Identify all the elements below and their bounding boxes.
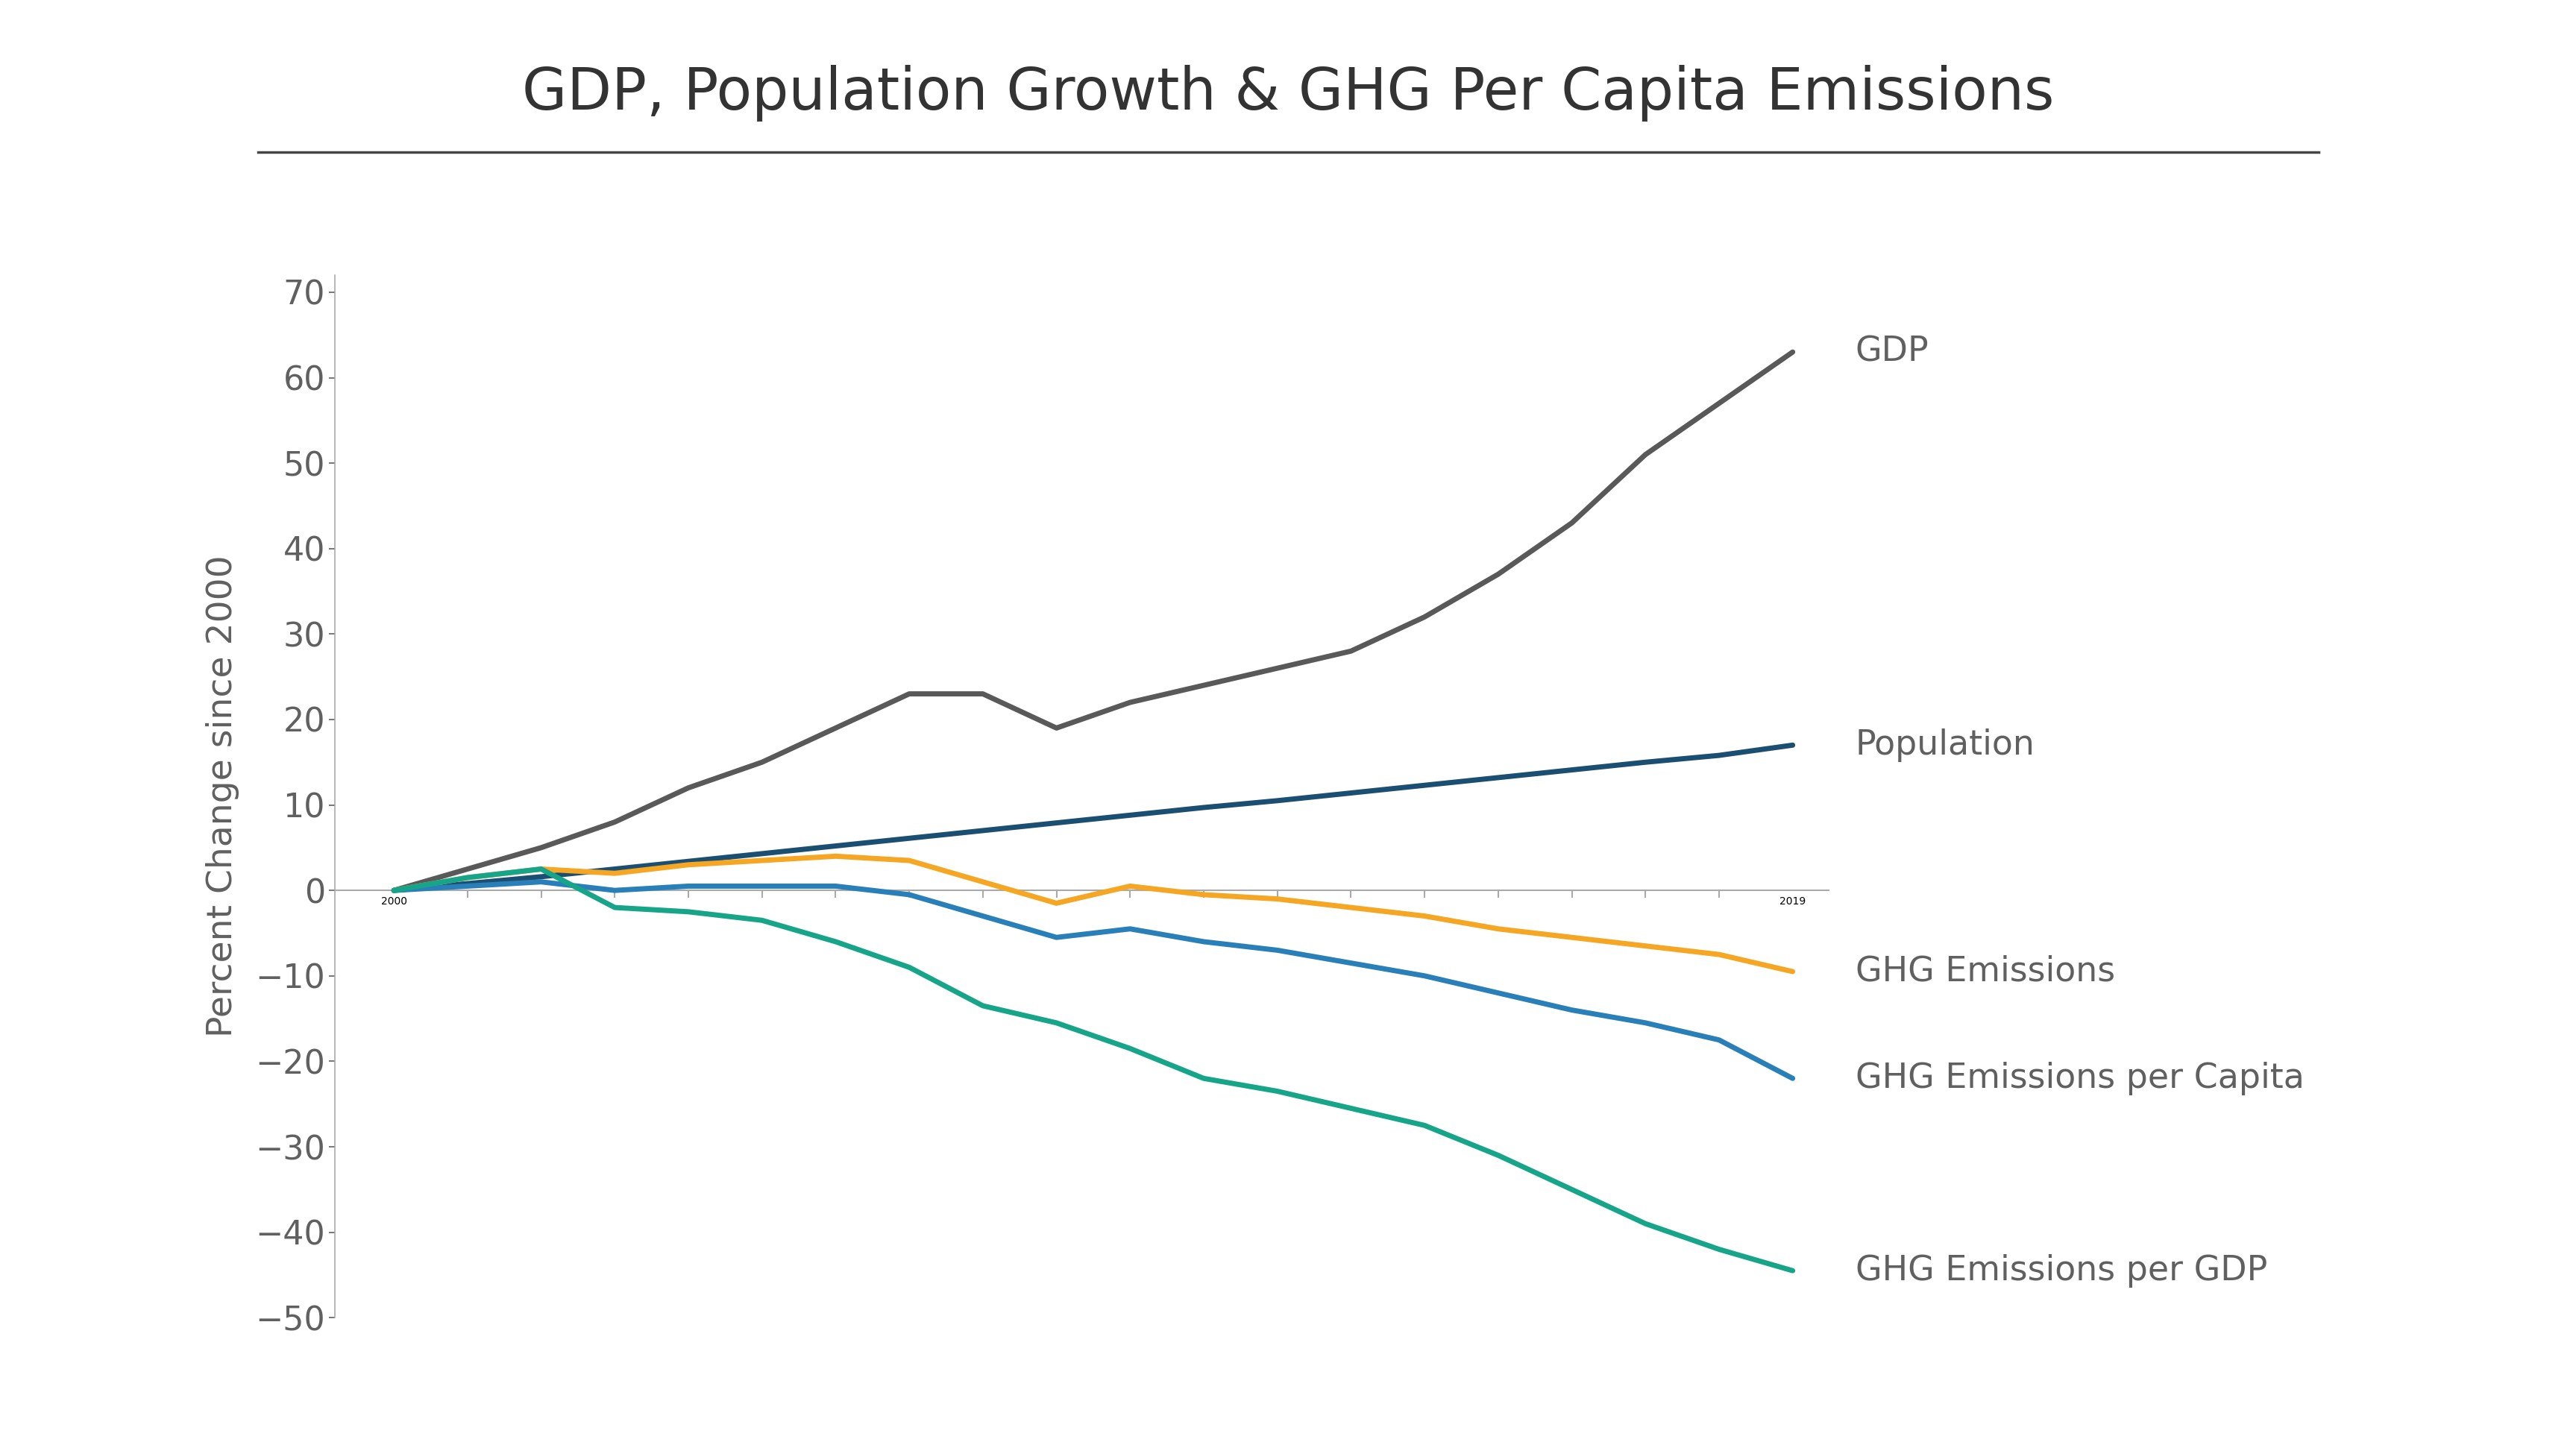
Text: GHG Emissions per GDP: GHG Emissions per GDP (1855, 1254, 2267, 1287)
Y-axis label: Percent Change since 2000: Percent Change since 2000 (206, 556, 240, 1037)
Text: GHG Emissions per Capita: GHG Emissions per Capita (1855, 1061, 2303, 1095)
Text: GHG Emissions: GHG Emissions (1855, 954, 2115, 989)
Text: GDP, Population Growth & GHG Per Capita Emissions: GDP, Population Growth & GHG Per Capita … (523, 65, 2053, 122)
Text: Population: Population (1855, 728, 2035, 762)
Text: GDP: GDP (1855, 336, 1929, 369)
